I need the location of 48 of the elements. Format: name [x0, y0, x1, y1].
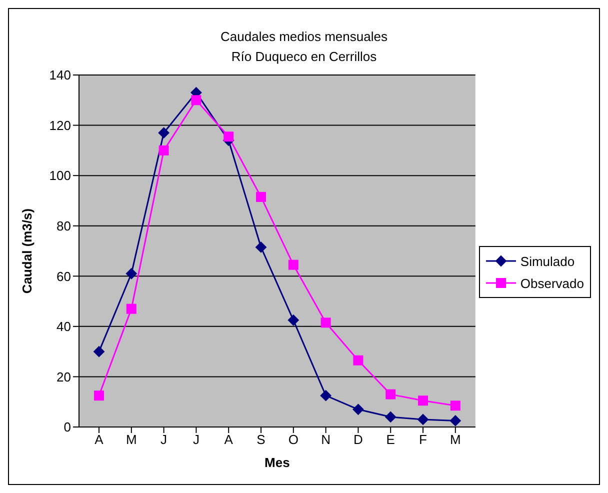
point	[450, 415, 461, 426]
x-tick-label: S	[256, 432, 266, 448]
point	[224, 132, 234, 142]
y-tick-label: 60	[56, 268, 71, 284]
x-tick-label: A	[224, 432, 234, 448]
point	[353, 355, 364, 366]
point	[158, 145, 169, 156]
y-tick-label: 40	[56, 319, 71, 334]
point	[94, 346, 104, 358]
chart-subtitle: Río Duqueco en Cerrillos	[230, 48, 378, 66]
x-tick-label: D	[354, 432, 363, 448]
x-tick-label: O	[288, 432, 298, 448]
point	[126, 304, 136, 314]
y-tick-label: 20	[56, 369, 71, 384]
x-axis-title: Mes	[264, 455, 290, 470]
y-tick-label: 80	[56, 218, 71, 234]
legend-label: Observado	[520, 276, 584, 290]
point	[450, 400, 460, 411]
point	[418, 414, 429, 425]
x-tick-label: A	[94, 432, 104, 448]
point	[320, 390, 332, 402]
x-tick-label: J	[160, 432, 168, 448]
point	[94, 390, 104, 401]
point	[191, 95, 202, 106]
x-tick-label: N	[321, 432, 330, 448]
point	[418, 396, 428, 406]
point	[158, 127, 170, 138]
point	[256, 242, 267, 253]
point	[288, 314, 299, 326]
chart-title: Caudales medios mensuales	[220, 28, 388, 46]
point	[256, 192, 266, 202]
point	[288, 260, 298, 270]
legend-label: Simulado	[520, 254, 575, 268]
point	[320, 318, 331, 328]
point	[352, 404, 364, 415]
x-tick-label: M	[126, 432, 137, 448]
y-tick-label: 100	[49, 168, 71, 184]
x-tick-label: M	[450, 432, 461, 448]
point	[126, 268, 137, 280]
x-tick-label: J	[192, 432, 200, 448]
y-tick-label: 0	[64, 420, 71, 435]
y-axis-title: Caudal (m3/s)	[20, 208, 35, 294]
x-tick-label: F	[419, 432, 428, 448]
y-tick-label: 140	[49, 68, 71, 83]
y-tick-label: 120	[49, 118, 71, 133]
point	[386, 389, 396, 400]
point	[385, 411, 396, 422]
x-tick-label: E	[386, 432, 396, 448]
